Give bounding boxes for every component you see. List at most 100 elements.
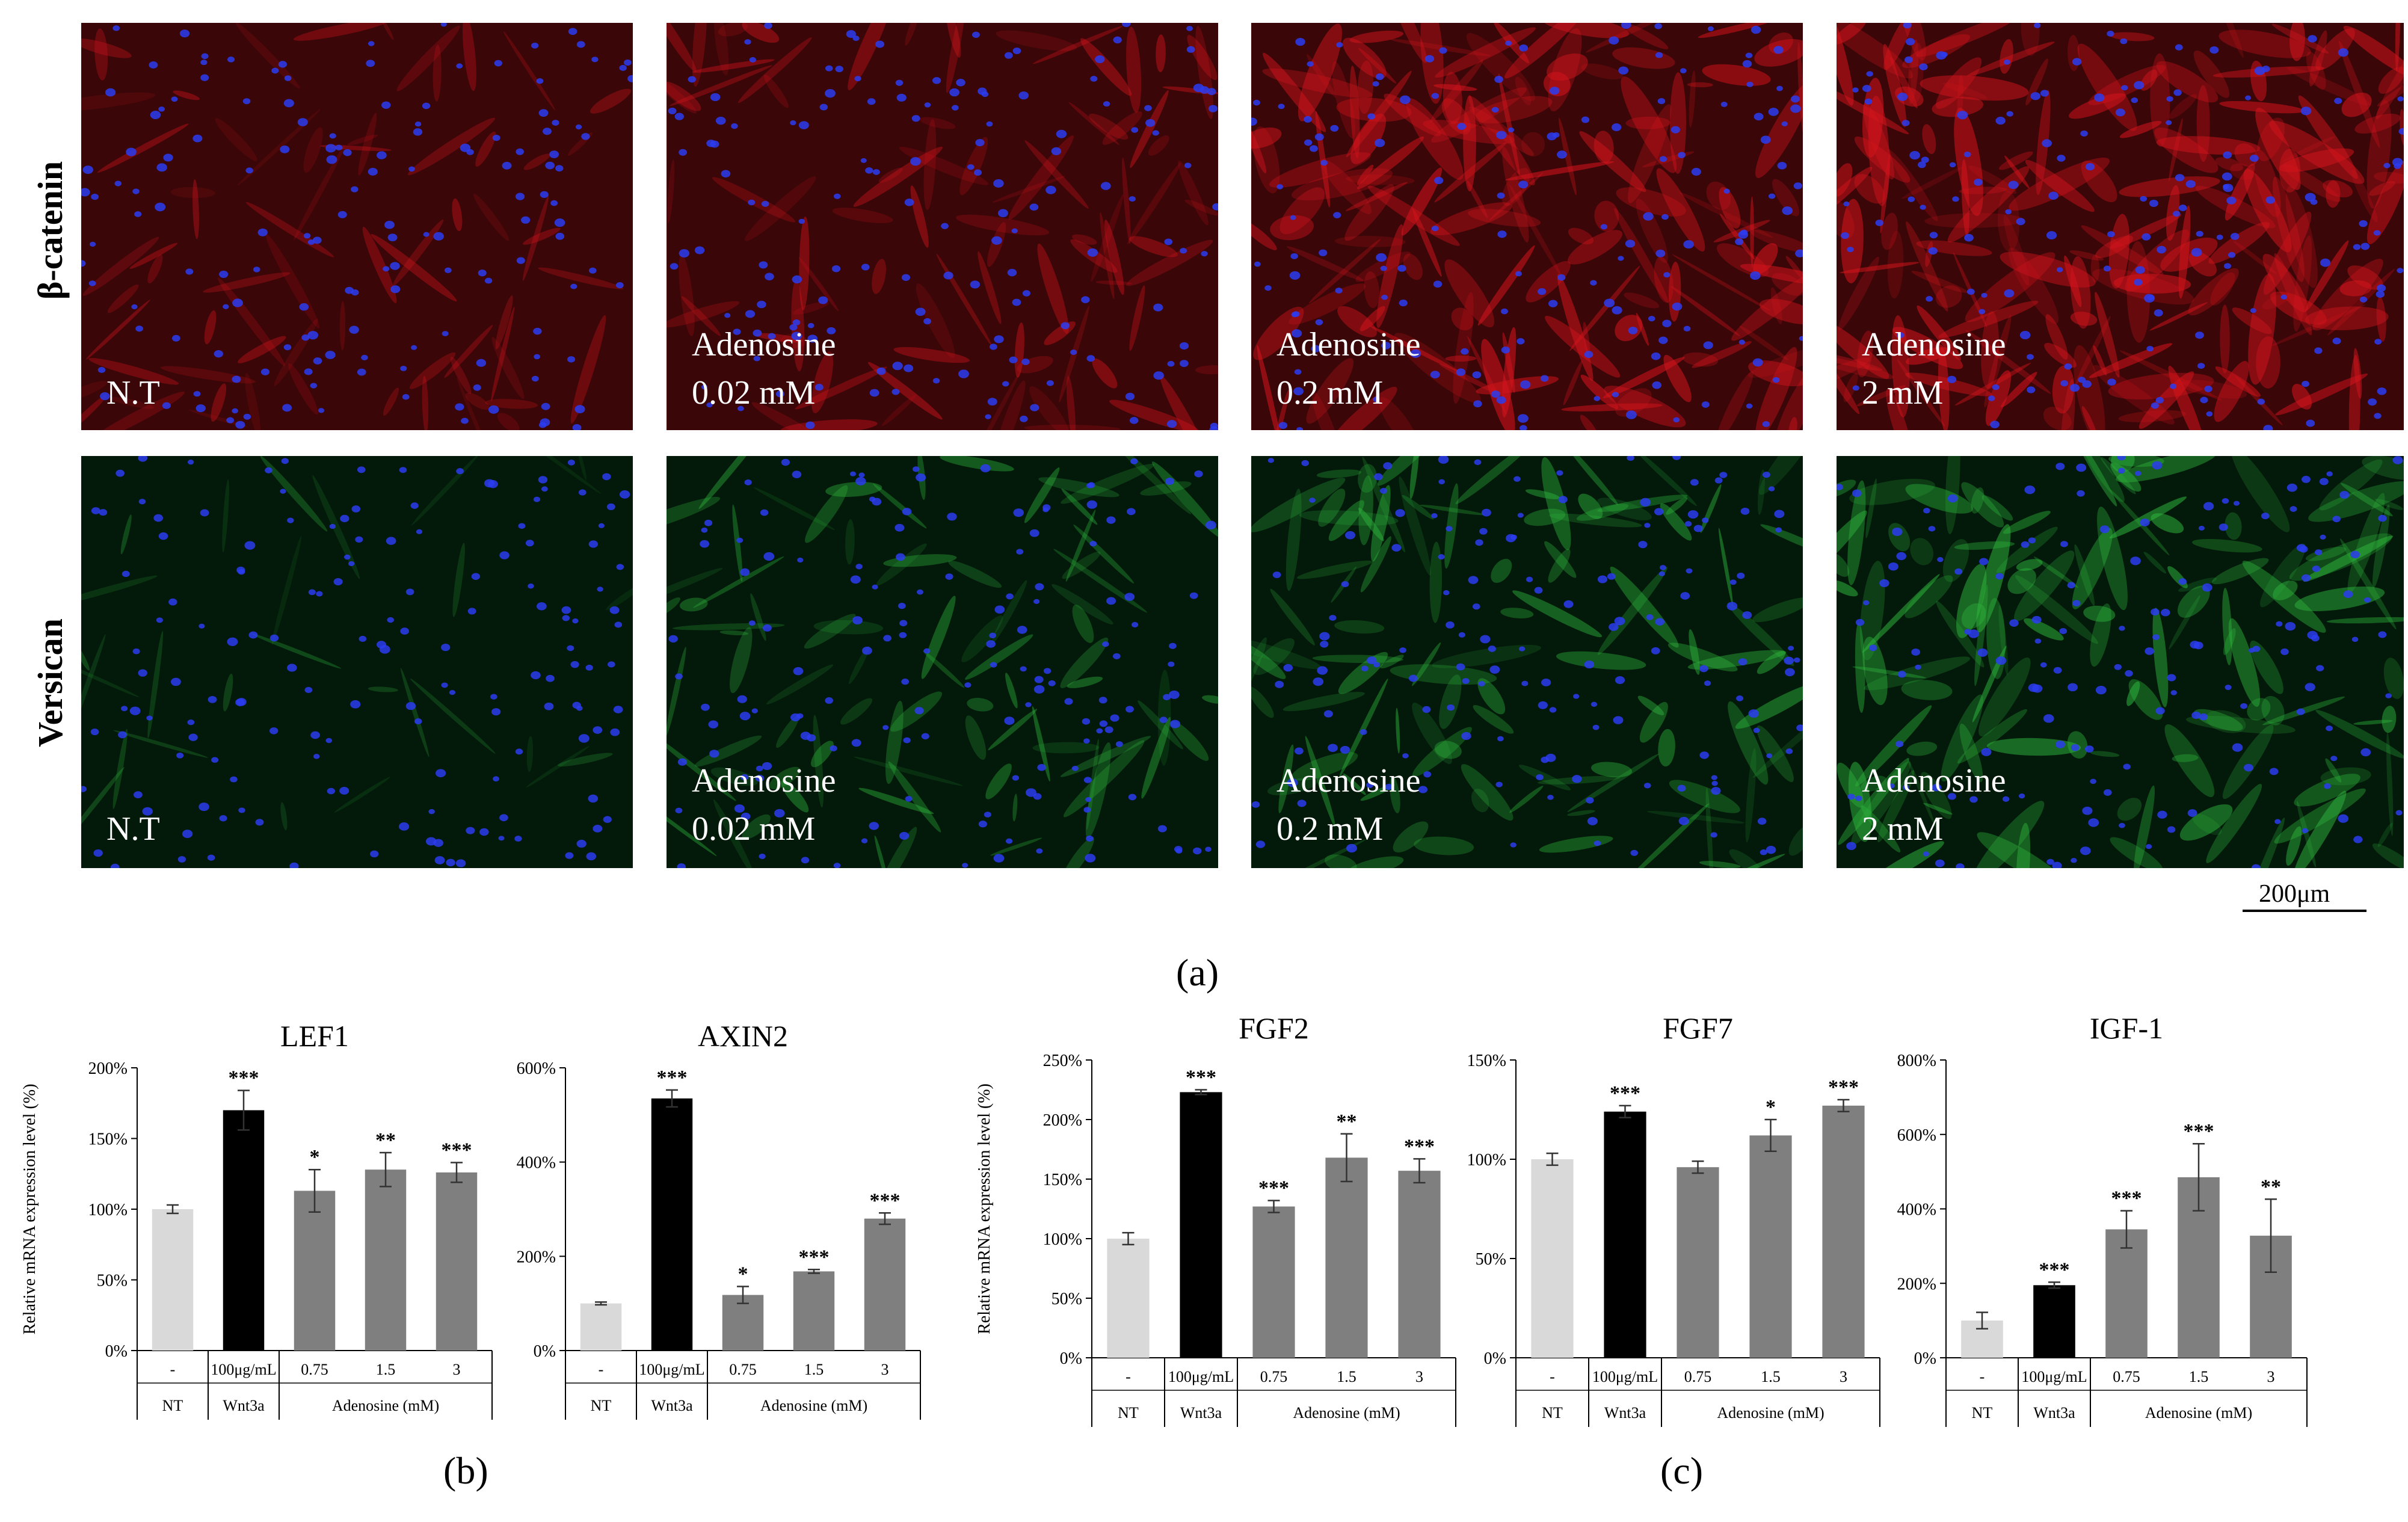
significance-marker: ***: [442, 1139, 472, 1161]
nucleus: [1768, 193, 1776, 199]
nucleus: [1443, 590, 1450, 596]
cell-body: [1757, 725, 1794, 783]
cell-body: [271, 536, 302, 645]
nucleus: [226, 417, 235, 424]
cell-body: [1687, 650, 1787, 670]
cell-body: [81, 575, 158, 606]
nucleus: [318, 408, 325, 413]
cell-body: [81, 395, 107, 430]
cell-body: [1923, 803, 1953, 815]
cell-body: [2376, 35, 2404, 120]
cell-body: [946, 23, 961, 58]
nucleus: [1590, 280, 1597, 286]
cell-body: [2374, 499, 2404, 510]
cell-body: [2024, 618, 2064, 641]
cell-body: [2108, 372, 2214, 400]
cell-body: [1669, 780, 1740, 813]
cell-body: [1100, 212, 1115, 300]
nucleus: [345, 286, 354, 294]
cell-body: [81, 634, 106, 741]
nucleus: [131, 304, 138, 310]
nucleus: [168, 598, 177, 606]
cell-body: [1689, 70, 1696, 128]
cell-body: [1251, 686, 1274, 718]
cell-body: [1349, 30, 1404, 43]
x-category-label: 0.75: [2113, 1368, 2140, 1385]
cell-body: [1959, 723, 1983, 783]
cell-body: [2075, 316, 2111, 386]
cell-body: [2052, 365, 2075, 414]
nucleus: [2190, 641, 2200, 649]
nucleus: [2269, 768, 2279, 775]
nucleus: [572, 618, 579, 624]
nucleus: [1915, 664, 1921, 670]
nucleus: [1754, 112, 1764, 121]
cell-body: [1920, 772, 1952, 819]
cell-body: [667, 647, 686, 736]
nucleus: [575, 124, 582, 130]
x-category-label: 1.5: [2189, 1368, 2209, 1385]
nucleus: [1690, 479, 1699, 486]
nucleus: [576, 41, 585, 48]
cell-body: [667, 23, 697, 72]
cell-body: [2372, 504, 2390, 588]
nucleus: [1654, 23, 1662, 29]
nucleus: [899, 620, 908, 627]
cell-body: [2339, 40, 2380, 148]
nucleus: [1752, 358, 1763, 367]
nucleus: [90, 729, 99, 736]
cell-body: [1561, 403, 1663, 411]
cell-body: [1477, 678, 1506, 715]
nucleus: [891, 389, 900, 395]
nucleus: [1793, 182, 1802, 189]
nucleus: [973, 169, 982, 176]
cell-body: [2315, 28, 2355, 70]
nucleus: [781, 458, 790, 466]
nucleus: [1714, 477, 1723, 484]
nucleus: [2120, 38, 2128, 45]
y-tick-label: 200%: [517, 1248, 556, 1266]
nucleus: [2300, 106, 2312, 116]
nucleus: [1510, 842, 1517, 848]
cell-body: [1024, 140, 1089, 209]
nucleus: [339, 787, 349, 795]
cell-body: [245, 372, 261, 430]
nucleus: [2289, 506, 2297, 512]
beta-catenin-panel-0-2mm: Adenosine 0.2 mM: [1251, 23, 1803, 430]
nucleus: [1937, 556, 1944, 562]
nucleus: [1121, 23, 1131, 27]
nucleus: [1852, 87, 1859, 93]
group-label: NT: [1118, 1404, 1139, 1422]
nucleus: [2071, 744, 2080, 751]
cell-body: [1745, 748, 1757, 843]
nucleus: [359, 635, 367, 642]
nucleus: [370, 850, 379, 858]
nucleus: [1164, 238, 1173, 245]
cell-body: [669, 65, 772, 106]
x-category-label: 0.75: [1684, 1368, 1712, 1385]
nucleus: [1978, 309, 1986, 315]
nucleus: [1536, 774, 1544, 780]
nucleus: [1366, 782, 1374, 788]
nucleus: [1847, 793, 1855, 800]
nucleus: [737, 695, 747, 703]
nucleus: [2064, 363, 2072, 370]
nucleus: [1431, 226, 1439, 232]
nucleus: [1627, 456, 1634, 461]
cell-body: [1945, 456, 1960, 535]
nucleus: [1367, 656, 1377, 665]
nucleus: [2353, 244, 2361, 250]
cell-body: [1433, 84, 1477, 91]
y-tick-label: 200%: [88, 1059, 128, 1078]
nucleus: [1004, 716, 1015, 725]
group-label: NT: [162, 1397, 183, 1414]
cell-body: [1289, 283, 1366, 325]
nucleus: [570, 661, 579, 668]
nucleus: [1892, 527, 1903, 536]
nucleus: [1782, 206, 1793, 215]
nucleus: [2052, 861, 2062, 868]
nucleus: [2167, 826, 2176, 833]
cell-body: [692, 59, 775, 73]
nucleus: [855, 477, 866, 485]
cell-body: [1837, 580, 1858, 597]
